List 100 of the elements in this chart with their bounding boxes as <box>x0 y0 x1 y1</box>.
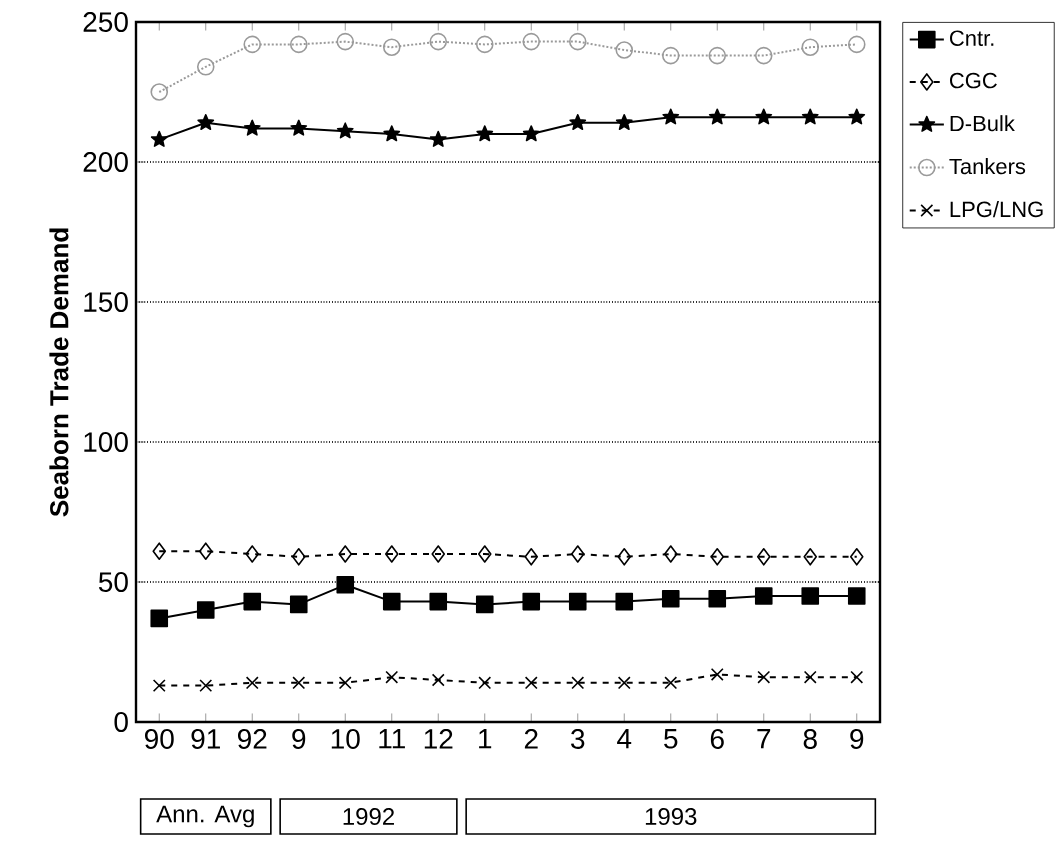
point <box>150 609 169 628</box>
point <box>290 119 308 136</box>
point <box>292 676 306 690</box>
point <box>243 35 262 54</box>
point <box>150 130 168 147</box>
x-tick-label: 6 <box>710 729 724 749</box>
point <box>757 670 771 684</box>
point <box>617 676 631 690</box>
point <box>568 32 587 51</box>
point <box>708 46 727 65</box>
point <box>801 38 820 56</box>
y-tick-label: 250 <box>83 12 128 32</box>
x-tick-label: 11 <box>379 729 405 749</box>
point <box>429 130 447 147</box>
point <box>385 670 399 684</box>
point <box>522 32 541 51</box>
point <box>197 114 215 131</box>
point <box>754 46 773 65</box>
point <box>199 679 213 693</box>
x-tick-label: 4 <box>617 729 632 749</box>
legend-label: Tankers <box>949 158 1026 175</box>
point <box>338 676 352 690</box>
point <box>615 114 633 131</box>
legend-label: Cntr. <box>950 30 994 46</box>
point <box>152 542 167 560</box>
x-tick-label: 1 <box>479 729 492 749</box>
point <box>571 676 585 690</box>
x-tick-label: 7 <box>757 729 771 749</box>
point <box>849 548 864 566</box>
x-tick-label: 9 <box>850 729 864 749</box>
point <box>384 545 399 563</box>
point <box>662 108 680 125</box>
point <box>617 548 632 566</box>
point <box>478 676 492 690</box>
point <box>847 587 866 605</box>
point <box>661 46 680 65</box>
point <box>338 545 353 563</box>
x-tick-label: 12 <box>424 729 453 749</box>
point <box>429 32 448 51</box>
point <box>382 592 401 611</box>
point <box>198 542 213 560</box>
point <box>475 35 494 54</box>
point <box>615 41 634 59</box>
point <box>196 58 215 76</box>
point <box>477 545 492 563</box>
point <box>801 108 819 125</box>
text: Ann. Avg <box>156 805 254 828</box>
legend-label: LPG/LNG <box>950 201 1043 218</box>
point <box>754 587 773 605</box>
point <box>431 673 445 687</box>
point <box>524 548 539 566</box>
point <box>336 576 355 594</box>
point <box>848 108 866 125</box>
point <box>291 548 306 566</box>
x-tick-label: 9 <box>292 729 306 749</box>
x-tick-label: 92 <box>238 729 267 749</box>
point <box>196 601 215 619</box>
x-tick-label: 5 <box>664 729 678 749</box>
point <box>663 545 678 563</box>
point <box>150 83 169 101</box>
y-tick-label: 50 <box>98 572 128 592</box>
point <box>847 35 866 54</box>
point <box>152 679 166 693</box>
legend-label: D-Bulk <box>950 115 1015 132</box>
point <box>289 35 308 54</box>
point <box>289 595 308 614</box>
y-tick-label: 200 <box>83 152 128 172</box>
point <box>661 590 680 608</box>
y-tick-label: 0 <box>114 712 128 732</box>
point <box>803 670 817 684</box>
point <box>522 592 541 611</box>
x-tick-label: 8 <box>803 729 817 749</box>
point <box>569 114 587 131</box>
point <box>383 125 401 142</box>
point <box>524 676 538 690</box>
point <box>476 125 494 142</box>
legend-label: CGC <box>950 72 997 89</box>
point <box>336 122 354 139</box>
point <box>710 667 724 681</box>
point <box>708 108 726 125</box>
point <box>710 548 725 566</box>
point <box>522 125 540 142</box>
point <box>755 108 773 125</box>
x-tick-label: 91 <box>191 729 220 749</box>
text: 1992 <box>343 808 394 825</box>
point <box>570 545 585 563</box>
x-tick-label: 2 <box>524 729 538 749</box>
point <box>475 595 494 614</box>
x-tick-label: 10 <box>331 729 360 749</box>
point <box>243 119 261 136</box>
point <box>803 548 818 566</box>
x-tick-label: 3 <box>571 729 585 749</box>
y-axis-title: Seaborn Trade Demand <box>49 228 69 517</box>
point <box>245 545 260 563</box>
point <box>568 592 587 611</box>
point <box>336 32 355 51</box>
y-tick-label: 100 <box>84 432 128 452</box>
point <box>431 545 446 563</box>
point <box>708 590 727 608</box>
y-tick-label: 150 <box>84 292 128 312</box>
